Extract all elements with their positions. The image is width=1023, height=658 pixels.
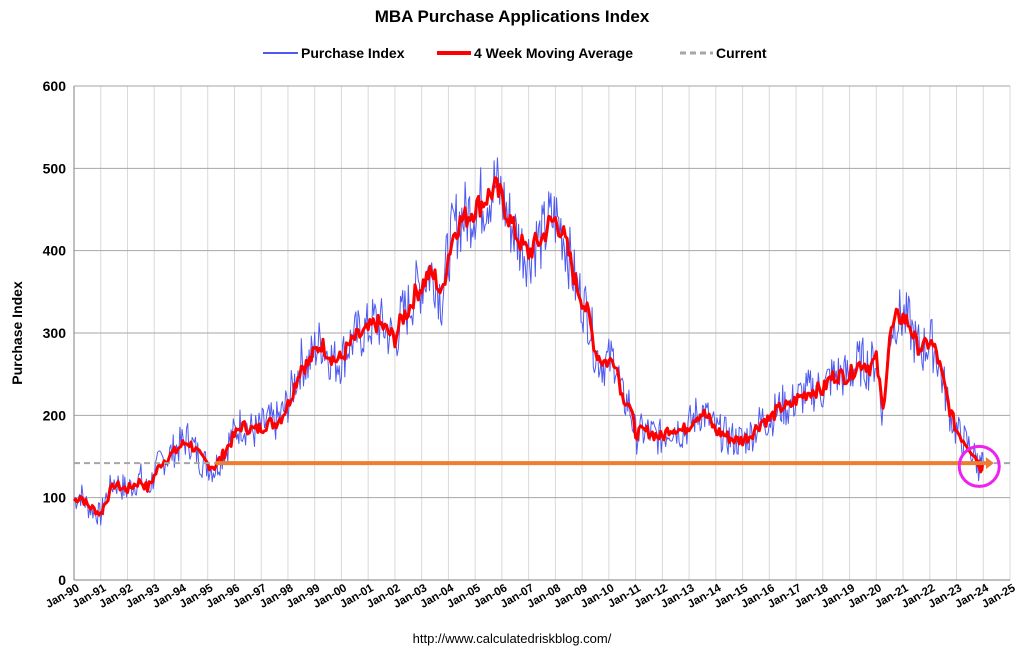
y-axis-label: Purchase Index (9, 281, 25, 385)
chart-title: MBA Purchase Applications Index (375, 7, 650, 26)
y-tick-label: 300 (43, 325, 67, 341)
x-tick-labels: Jan-90Jan-91Jan-92Jan-93Jan-94Jan-95Jan-… (44, 582, 1018, 611)
y-tick-label: 400 (43, 243, 67, 259)
legend-label-current: Current (716, 45, 767, 61)
y-tick-label: 200 (43, 407, 67, 423)
source-url: http://www.calculatedriskblog.com/ (413, 631, 612, 646)
y-tick-label: 500 (43, 160, 67, 176)
series-layer (72, 157, 1010, 526)
y-tick-labels: 0 100 200 300 400 500 600 (43, 78, 67, 588)
latest-highlight-circle (957, 444, 1001, 488)
y-tick-label: 600 (43, 78, 67, 94)
horizontal-gridlines (74, 85, 1010, 499)
legend: Purchase Index 4 Week Moving Average Cur… (263, 45, 767, 61)
y-tick-label: 100 (43, 490, 67, 506)
legend-label-moving-average: 4 Week Moving Average (474, 45, 633, 61)
legend-label-purchase-index: Purchase Index (301, 45, 405, 61)
y-tick-label: 0 (58, 572, 66, 588)
current-level-arrowhead (985, 457, 994, 470)
series-moving-average (72, 176, 985, 517)
